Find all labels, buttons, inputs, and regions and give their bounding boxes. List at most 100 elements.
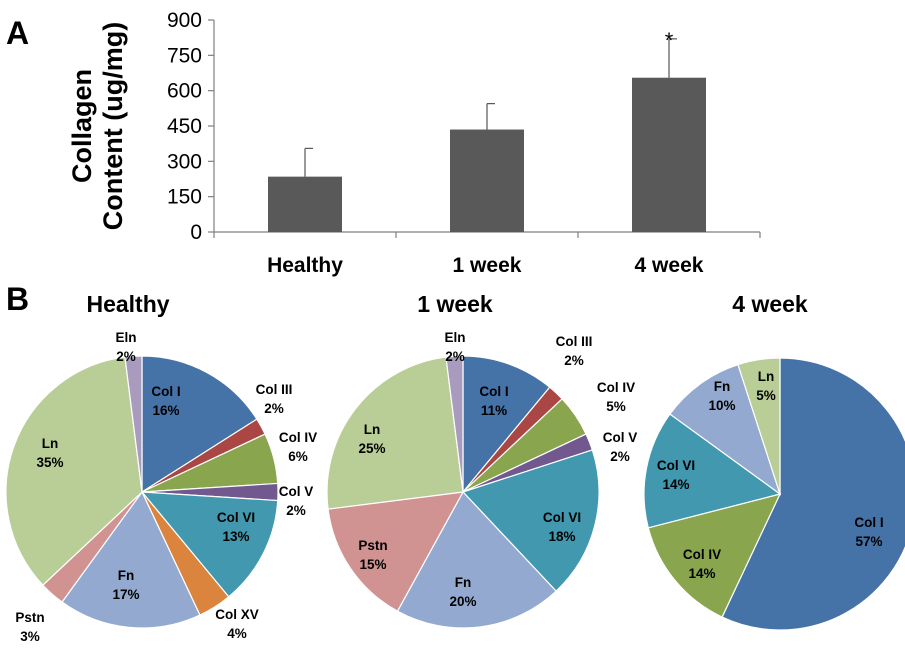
slice-label-col-i: Col I: [151, 384, 180, 399]
panel-label-a: A: [6, 15, 29, 51]
bar-chart: Collagen Content (ug/mg) 0 150 300 450 600 75…: [67, 9, 761, 277]
slice-percent-ln: 25%: [358, 441, 385, 456]
slice-percent-col-iv: 6%: [288, 449, 308, 464]
pie-chart-4-week: 4 week Col I 57% Col IV 14% Col VI 14% Fn 10% Ln 5…: [643, 291, 905, 631]
pie-slices: [326, 355, 600, 629]
pie-slice-eln: [124, 355, 143, 493]
slice-percent-pstn: 15%: [359, 557, 386, 572]
slice-label-col-i: Col I: [479, 384, 508, 399]
bar-annotations: *: [665, 28, 674, 53]
x-tick-label: Healthy: [267, 254, 343, 277]
y-axis-label: Collagen Content (ug/mg): [67, 22, 128, 230]
bars: [268, 77, 706, 232]
pie-title: 4 week: [732, 291, 808, 317]
y-tick-label: 300: [167, 150, 202, 173]
x-tick-label: 1 week: [453, 254, 522, 277]
slice-label-col-v: Col V: [603, 430, 638, 445]
pie-slices: [643, 357, 905, 631]
pie-slice-col-i: [462, 355, 551, 494]
pie-labels: Col I 16% Col III 2% Col IV 6% Col V 2% Col VI 13…: [15, 330, 317, 644]
bar-tick-labels: 0 150 300 450 600 750 900 Healthy 1 week 4 week: [167, 9, 761, 277]
bar-4-week: [632, 77, 706, 232]
y-tick-label: 150: [167, 186, 202, 209]
slice-percent-col-vi: 18%: [548, 529, 575, 544]
slice-percent-ln: 5%: [756, 388, 776, 403]
x-tick-label: 4 week: [635, 254, 704, 277]
slice-percent-col-iv: 14%: [688, 566, 715, 581]
slice-label-col-xv: Col XV: [215, 607, 259, 622]
y-tick-label: 600: [167, 80, 202, 103]
slice-label-fn: Fn: [118, 568, 135, 583]
slice-label-col-vi: Col VI: [217, 510, 255, 525]
slice-percent-eln: 2%: [445, 349, 465, 364]
pie-slice-col-i: [721, 357, 905, 631]
slice-label-col-i: Col I: [854, 515, 883, 530]
pie-slice-col-iv: [647, 493, 782, 618]
error-bars: [304, 38, 677, 177]
pie-title: Healthy: [86, 291, 169, 317]
slice-label-col-iii: Col III: [256, 382, 293, 397]
pie-slice-eln: [445, 355, 464, 493]
slice-label-col-iv: Col IV: [683, 547, 721, 562]
bar-healthy: [268, 176, 342, 232]
slice-label-col-v: Col V: [279, 484, 314, 499]
pie-slice-col-i: [141, 355, 258, 494]
slice-percent-ln: 35%: [36, 455, 63, 470]
pie-slice-fn: [396, 490, 557, 629]
slice-label-col-iv: Col IV: [597, 380, 635, 395]
slice-label-ln: Ln: [42, 436, 59, 451]
slice-percent-pstn: 3%: [20, 629, 40, 644]
slice-percent-col-vi: 13%: [222, 529, 249, 544]
y-tick-label: 900: [167, 9, 202, 32]
pie-labels: Col I 57% Col IV 14% Col VI 14% Fn 10% Ln 5%: [657, 369, 884, 581]
slice-percent-col-iv: 5%: [606, 399, 626, 414]
pie-slice-ln: [326, 356, 464, 510]
pie-labels: Col I 11% Col III 2% Col IV 5% Col V 2% Col VI 18…: [358, 330, 637, 609]
pie-slice-fn: [669, 363, 782, 496]
slice-label-col-iii: Col III: [556, 334, 593, 349]
significance-marker: *: [665, 28, 674, 53]
pie-slice-col-vi: [140, 491, 279, 598]
slice-label-col-iv: Col IV: [279, 430, 317, 445]
bar-1-week: [450, 129, 524, 232]
slice-percent-col-xv: 4%: [227, 626, 247, 641]
pie-slice-ln: [737, 357, 781, 495]
slice-percent-fn: 20%: [449, 594, 476, 609]
panel-label-b: B: [6, 281, 29, 317]
pie-slice-pstn: [327, 491, 465, 612]
pie-slice-fn: [61, 490, 201, 629]
pie-title: 1 week: [417, 291, 493, 317]
slice-label-fn: Fn: [714, 379, 731, 394]
slice-label-fn: Fn: [455, 575, 472, 590]
slice-percent-eln: 2%: [116, 349, 136, 364]
y-tick-label: 750: [167, 44, 202, 67]
slice-percent-col-v: 2%: [286, 503, 306, 518]
y-tick-label: 0: [190, 221, 202, 244]
y-tick-label: 450: [167, 115, 202, 138]
slice-percent-col-i: 11%: [481, 403, 507, 418]
slice-label-col-vi: Col VI: [543, 510, 581, 525]
pie-slices: [5, 355, 279, 629]
slice-label-pstn: Pstn: [358, 538, 387, 553]
slice-label-col-vi: Col VI: [657, 458, 695, 473]
pie-slice-ln: [5, 356, 143, 586]
pie-slice-col-vi: [643, 413, 782, 529]
slice-percent-fn: 10%: [708, 398, 735, 413]
slice-label-pstn: Pstn: [15, 610, 44, 625]
slice-percent-col-v: 2%: [610, 449, 630, 464]
slice-label-ln: Ln: [758, 369, 775, 384]
slice-percent-col-i: 57%: [855, 534, 882, 549]
slice-percent-col-i: 16%: [152, 403, 179, 418]
y-axis-label-line2: Content (ug/mg): [98, 22, 128, 230]
slice-label-eln: Eln: [115, 330, 136, 345]
pie-slice-col-vi: [461, 449, 600, 592]
slice-percent-col-vi: 14%: [662, 477, 689, 492]
y-axis-label-line1: Collagen: [67, 69, 97, 183]
slice-label-ln: Ln: [364, 422, 381, 437]
slice-label-eln: Eln: [444, 330, 465, 345]
slice-percent-col-iii: 2%: [264, 401, 284, 416]
slice-percent-col-iii: 2%: [564, 353, 584, 368]
